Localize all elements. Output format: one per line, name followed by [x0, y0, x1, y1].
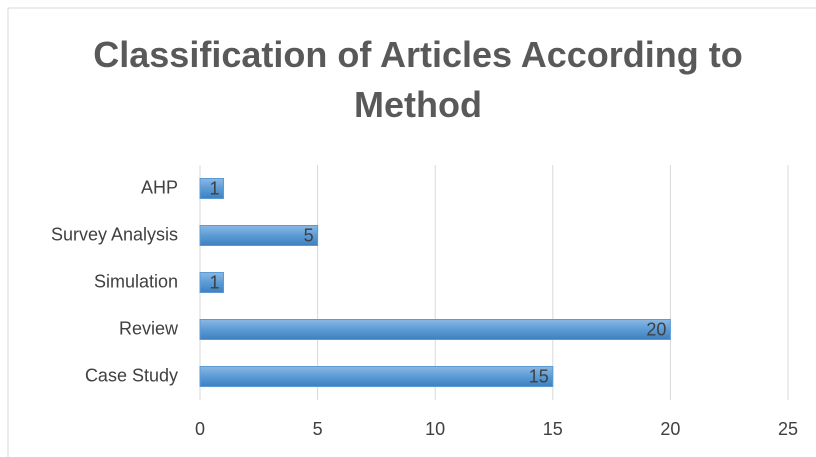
y-tick-label: Review — [119, 318, 179, 338]
data-label: 5 — [304, 225, 314, 245]
bar — [199, 319, 671, 340]
chart-border — [7, 7, 816, 457]
x-tick-label: 5 — [313, 419, 323, 439]
bar — [199, 225, 319, 246]
y-tick-label: Survey Analysis — [51, 224, 178, 244]
bar — [199, 272, 225, 293]
x-tick-label: 0 — [195, 419, 205, 439]
data-label: 1 — [210, 178, 220, 198]
y-tick-label: Case Study — [85, 365, 178, 385]
x-tick-label: 10 — [425, 419, 445, 439]
bar — [199, 178, 225, 199]
data-label: 1 — [210, 272, 220, 292]
y-tick-label: AHP — [141, 177, 178, 197]
x-tick-label: 25 — [778, 419, 798, 439]
y-tick-label: Simulation — [94, 271, 178, 291]
x-tick-label: 15 — [543, 419, 563, 439]
x-tick-label: 20 — [660, 419, 680, 439]
data-label: 15 — [529, 366, 549, 386]
chart-title: Classification of Articles According to … — [93, 34, 743, 125]
data-label: 20 — [646, 319, 666, 339]
bar — [199, 366, 554, 387]
